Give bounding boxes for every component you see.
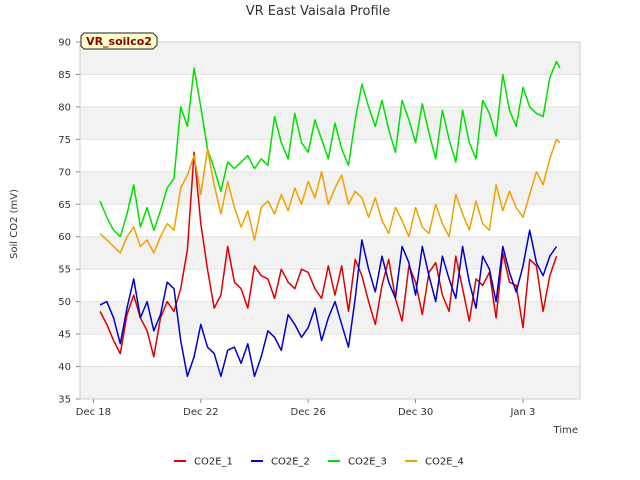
y-tick-label: 55: [58, 265, 71, 276]
legend-item-co2e-3: CO2E_3: [328, 457, 387, 468]
grid-band: [80, 236, 580, 270]
x-axis-ticks: Dec 18 Dec 22 Dec 26 Dec 30 Jan 3: [76, 399, 535, 418]
legend-label: CO2E_2: [271, 457, 310, 468]
y-tick-label: 35: [58, 395, 71, 406]
badge-box: [80, 32, 158, 50]
legend-item-co2e-1: CO2E_1: [174, 457, 233, 468]
series-line-co2e-3: [99, 60, 561, 238]
grid-band: [80, 366, 580, 399]
y-axis-ticks: 35 40 45 50 55 60 65 70 75 80 85 90: [58, 38, 80, 406]
legend-label: CO2E_4: [425, 457, 464, 468]
y-tick-label: 90: [58, 38, 71, 49]
y-tick-label: 45: [58, 330, 71, 341]
series-group-badge: VR_soilco2: [80, 32, 158, 50]
y-tick-label: 80: [58, 102, 71, 113]
badge-label: VR_soilco2: [86, 35, 152, 48]
chart-title: VR East Vaisala Profile: [246, 4, 391, 19]
x-tick-label: Dec 18: [76, 407, 111, 418]
y-tick-label: 70: [58, 167, 71, 178]
series-line-co2e-4: [99, 138, 561, 254]
x-tick-label: Dec 30: [398, 407, 433, 418]
grid-band: [80, 42, 580, 75]
y-tick-label: 60: [58, 232, 71, 243]
plot-frame: [79, 41, 581, 400]
legend-item-co2e-4: CO2E_4: [405, 457, 464, 468]
x-tick-label: Jan 3: [509, 407, 535, 418]
x-tick-label: Dec 22: [183, 407, 218, 418]
y-tick-label: 50: [58, 297, 71, 308]
legend-label: CO2E_1: [194, 457, 233, 468]
series-line-co2e-2: [99, 229, 558, 378]
x-axis-title: Time: [553, 425, 578, 436]
y-tick-label: 85: [58, 70, 71, 81]
series-lines: [99, 60, 561, 378]
y-tick-label: 75: [58, 135, 71, 146]
y-tick-label: 40: [58, 362, 71, 373]
y-axis-title: Soil CO2 (mV): [9, 189, 20, 259]
y-tick-label: 65: [58, 200, 71, 211]
legend: CO2E_1 CO2E_2 CO2E_3 CO2E_4: [174, 457, 464, 468]
legend-label: CO2E_3: [348, 457, 387, 468]
grid-band: [80, 106, 580, 140]
x-tick-label: Dec 26: [291, 407, 326, 418]
legend-item-co2e-2: CO2E_2: [251, 457, 310, 468]
